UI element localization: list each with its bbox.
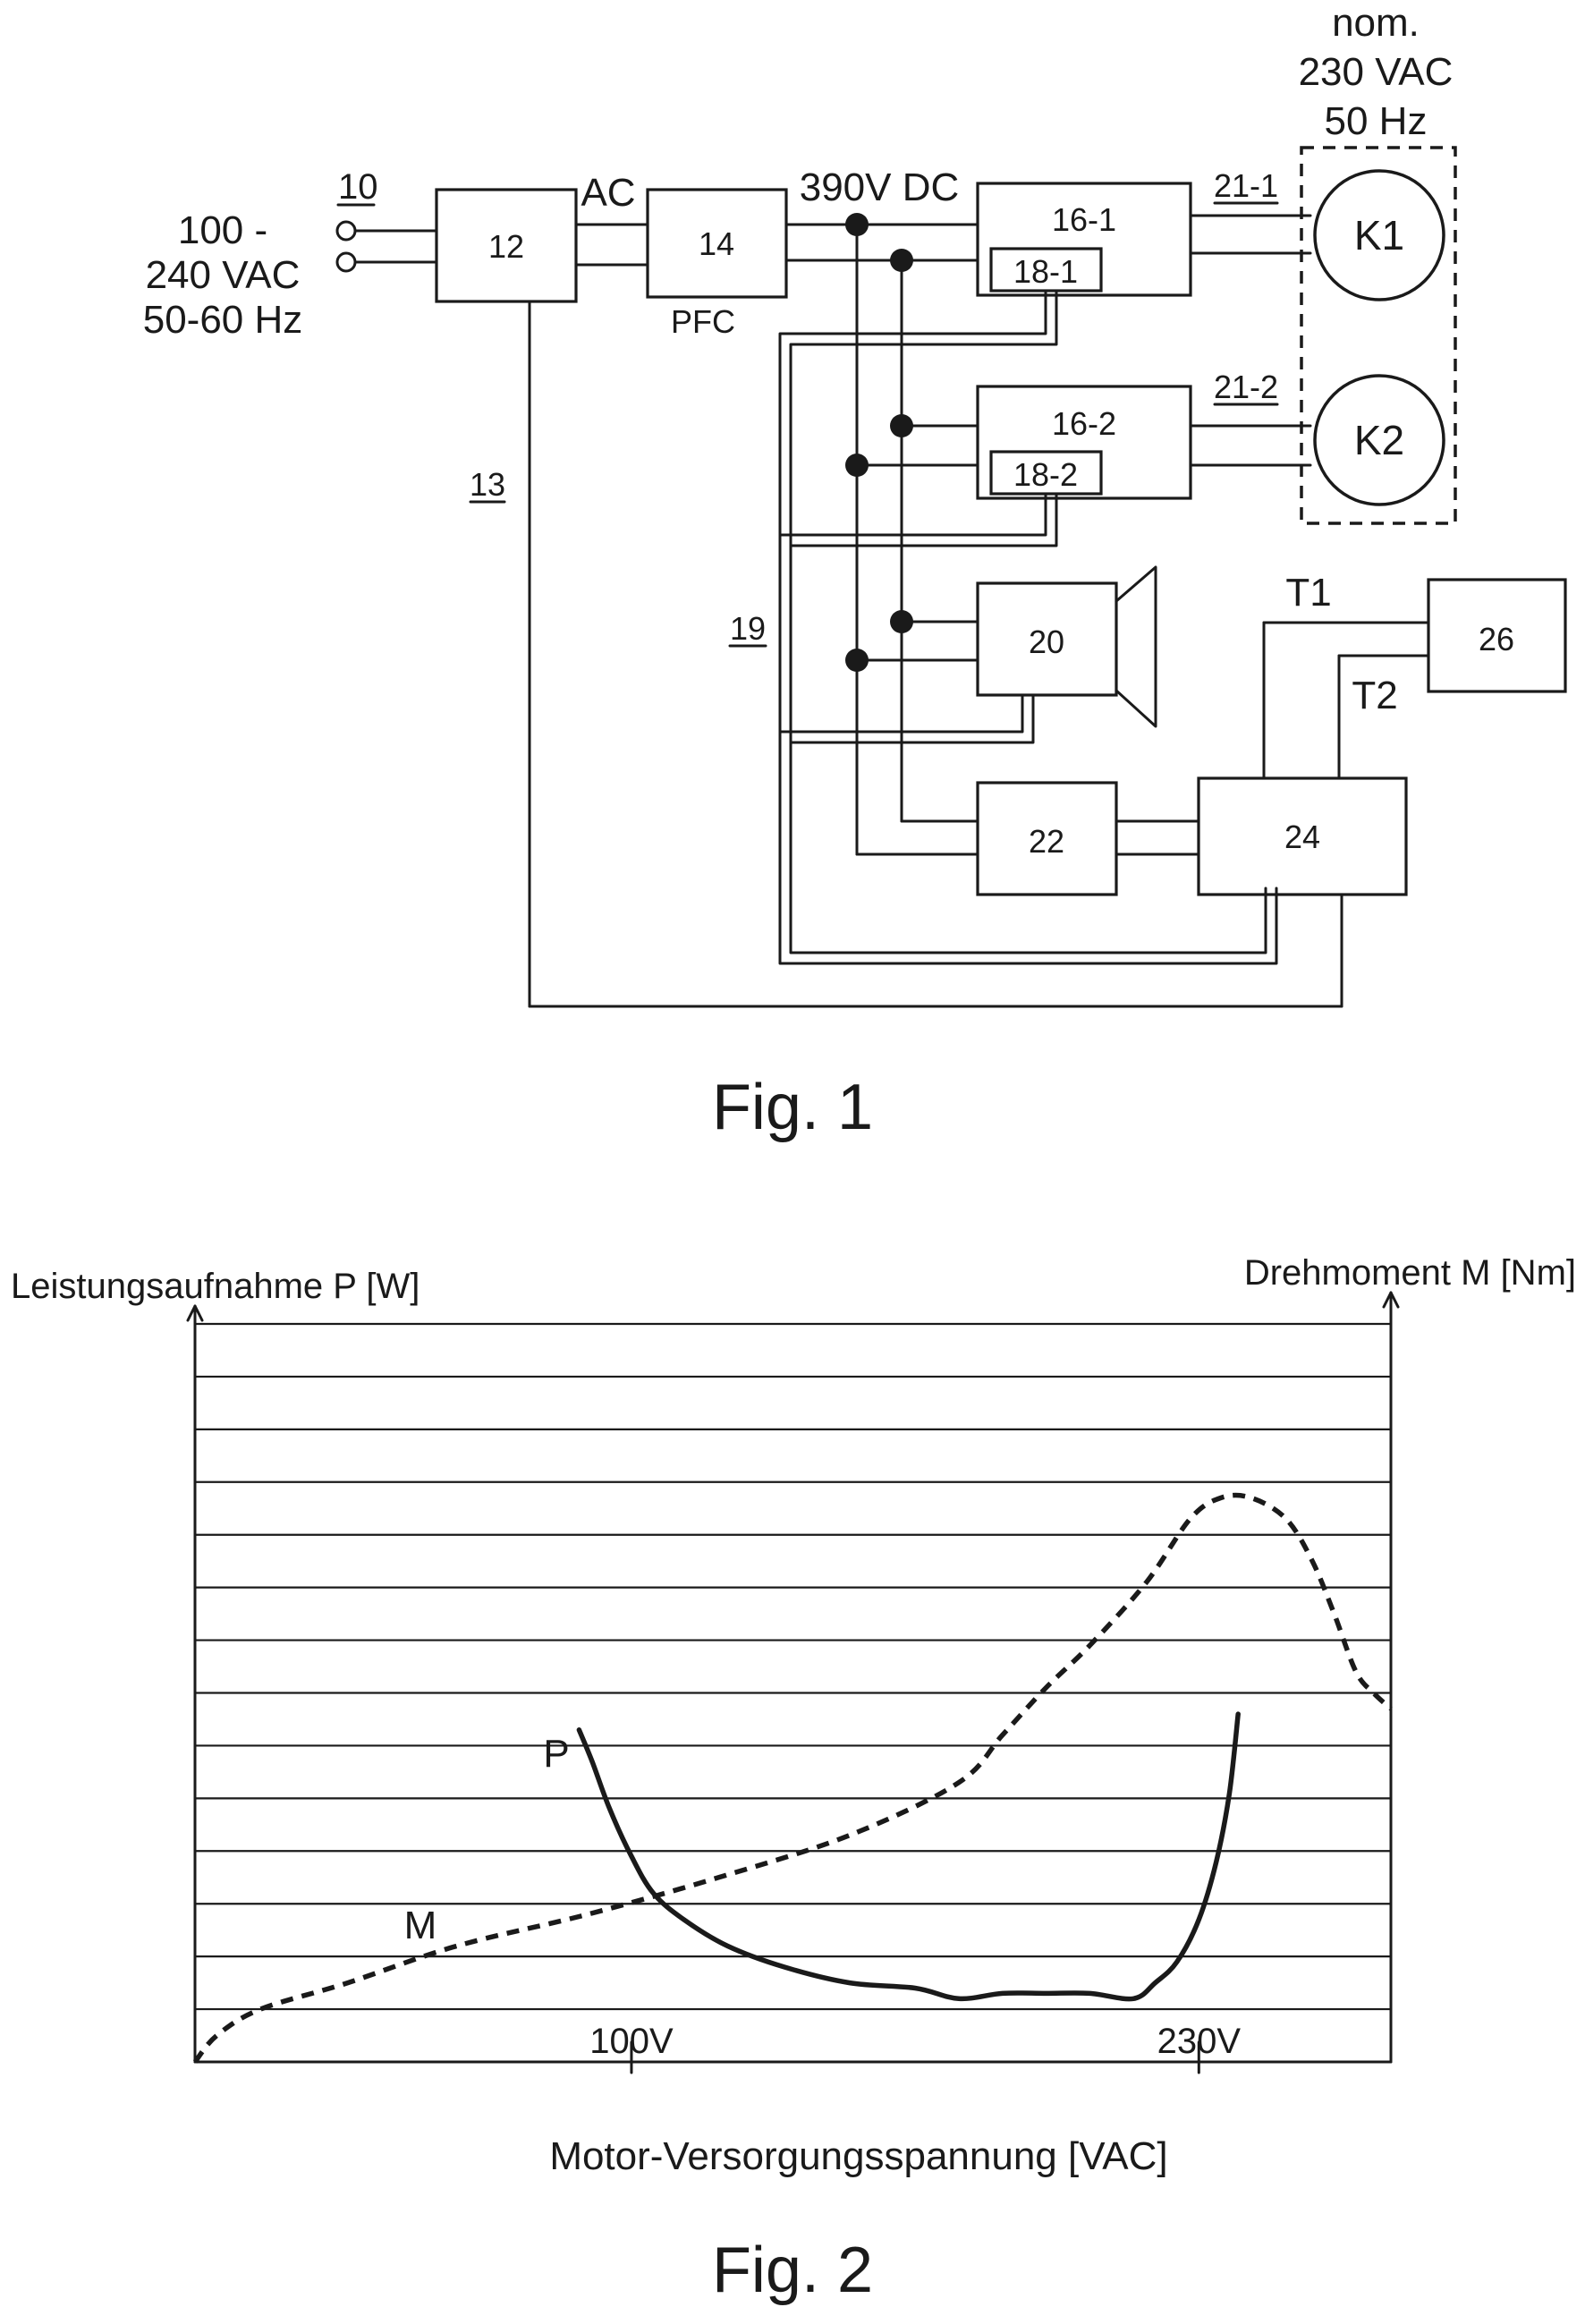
fig2-caption: Fig. 2 — [712, 2235, 873, 2306]
input-voltage-line2: 240 VAC — [146, 253, 301, 297]
x-tick-label: 100V — [589, 2022, 674, 2061]
block-18-1-label: 18-1 — [1013, 253, 1078, 290]
y-axis-right-label: Drehmoment M [Nm] — [1244, 1253, 1576, 1293]
y-axis-left-label: Leistungsaufnahme P [W] — [11, 1267, 420, 1306]
nominal-line1: nom. — [1332, 1, 1420, 45]
loudspeaker-icon — [1116, 567, 1156, 726]
fig2-chart: Leistungsaufnahme P [W] Drehmoment M [Nm… — [11, 1253, 1576, 2306]
fig1-block-diagram: 100 - 240 VAC 50-60 Hz 10 12 AC 14 PFC 3… — [143, 1, 1565, 1143]
nominal-voltage: 230 VAC — [1299, 50, 1454, 94]
line-13-label: 13 — [470, 466, 505, 503]
nominal-frequency: 50 Hz — [1325, 99, 1428, 143]
block-14-label: 14 — [699, 225, 734, 262]
input-voltage-line1: 100 - — [178, 208, 267, 252]
block-26-label: 26 — [1479, 621, 1514, 657]
series-p-label: P — [543, 1732, 569, 1776]
block-20-label: 20 — [1029, 623, 1064, 660]
input-terminal-ref: 10 — [338, 167, 378, 207]
signal-t2-label: T2 — [1352, 674, 1397, 717]
input-terminal-b — [337, 253, 355, 271]
dc-bus-label: 390V DC — [800, 165, 960, 209]
block-24-label: 24 — [1284, 818, 1320, 855]
grid-lines — [195, 1324, 1391, 2009]
ac-label: AC — [581, 171, 635, 215]
fig1-caption: Fig. 1 — [712, 1072, 873, 1143]
x-axis-label: Motor-Versorgungsspannung [VAC] — [549, 2134, 1167, 2178]
line-21-1-label: 21-1 — [1214, 167, 1278, 204]
x-tick-label: 230V — [1157, 2022, 1242, 2061]
signal-t1-label: T1 — [1285, 571, 1331, 615]
block-16-1-label: 16-1 — [1052, 201, 1116, 238]
line-21-2-label: 21-2 — [1214, 369, 1278, 405]
pfc-label: PFC — [671, 303, 735, 340]
block-12-label: 12 — [488, 228, 524, 265]
series-m-line — [195, 1496, 1391, 2063]
block-16-2-label: 16-2 — [1052, 405, 1116, 442]
motor-k2-label: K2 — [1354, 417, 1404, 463]
motor-k1-label: K1 — [1354, 212, 1404, 259]
input-terminal-a — [337, 222, 355, 240]
input-frequency-line: 50-60 Hz — [143, 298, 303, 342]
line-19-label: 19 — [730, 610, 766, 647]
block-22-label: 22 — [1029, 823, 1064, 860]
x-ticks: 100V 230V — [589, 2022, 1241, 2073]
series-m-label: M — [404, 1904, 437, 1947]
block-18-2-label: 18-2 — [1013, 456, 1078, 493]
